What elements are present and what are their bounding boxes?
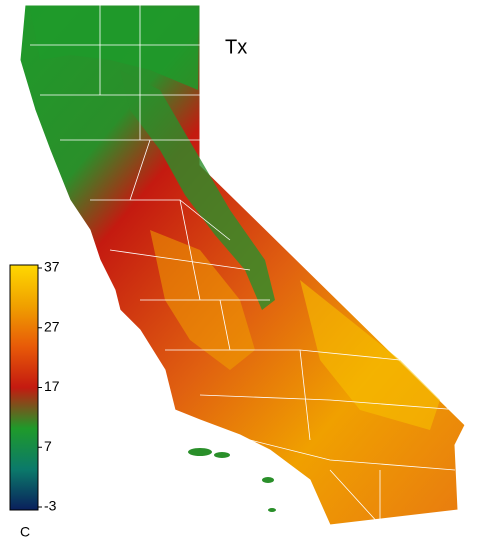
colorbar	[9, 264, 39, 511]
map-title: Tx	[225, 36, 247, 58]
county-lines	[30, 5, 461, 526]
california-map	[19, 4, 466, 526]
colorbar-tick-label: 7	[44, 438, 52, 454]
colorbar-tick-label: 17	[44, 378, 60, 394]
north-mountains	[30, 8, 198, 90]
islands	[188, 448, 276, 512]
colorbar-tick-label: 27	[44, 318, 60, 334]
colorbar-tick-label: -3	[44, 498, 57, 514]
colorbar-tick-label: 37	[44, 259, 60, 275]
sierra-band	[120, 70, 275, 310]
desert	[300, 280, 440, 430]
colorbar-unit: C	[20, 524, 30, 540]
